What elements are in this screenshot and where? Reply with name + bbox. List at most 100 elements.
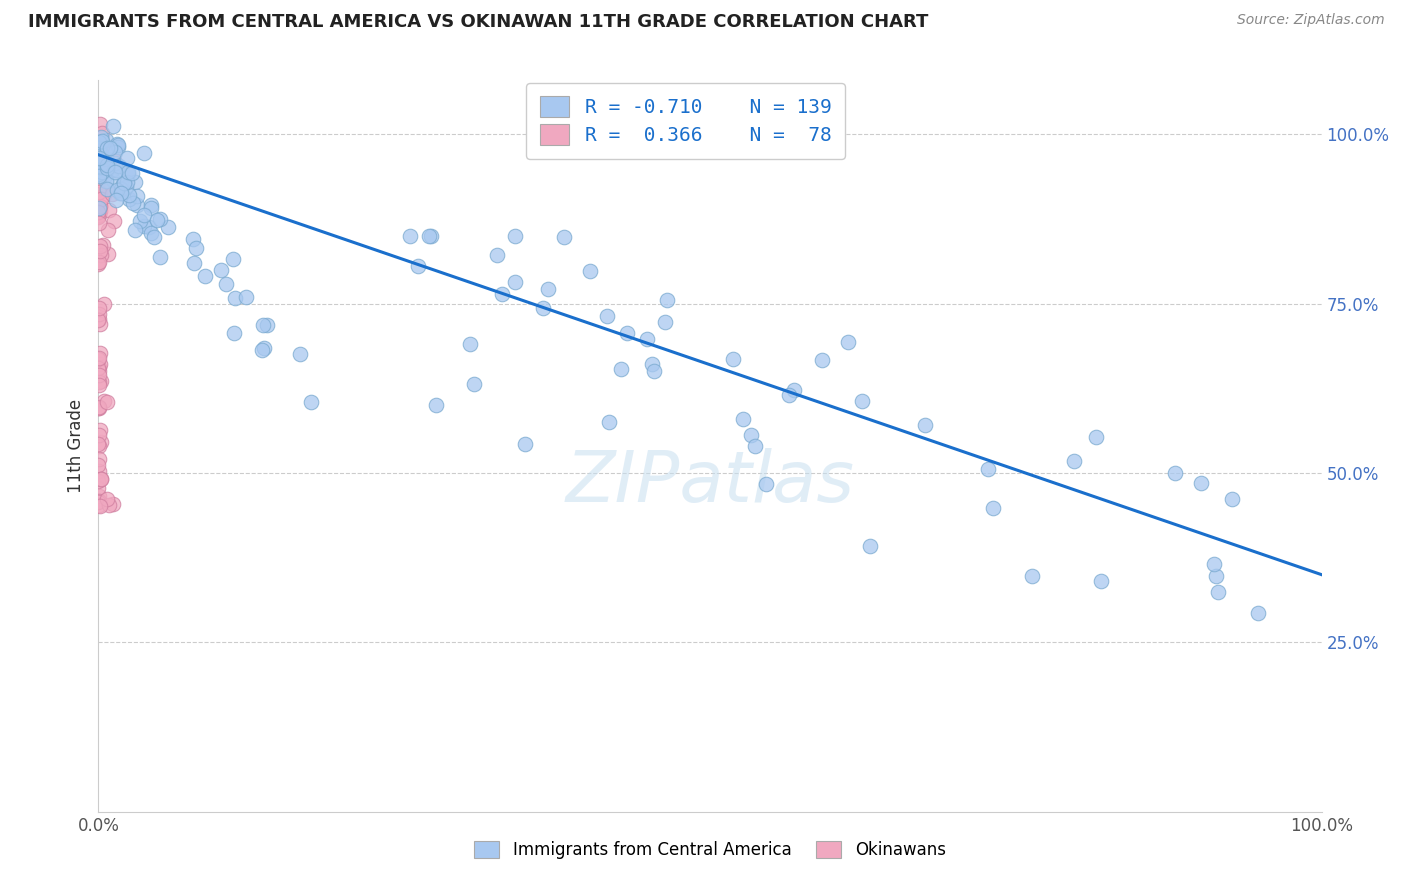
Point bbox=[1205, 569, 1227, 583]
Point bbox=[141, 201, 163, 215]
Point bbox=[89, 208, 111, 222]
Point bbox=[98, 141, 121, 155]
Point bbox=[744, 439, 766, 453]
Point bbox=[87, 493, 110, 508]
Point bbox=[87, 458, 110, 472]
Point bbox=[425, 398, 447, 412]
Point bbox=[139, 226, 162, 240]
Point bbox=[87, 172, 110, 186]
Point bbox=[108, 159, 131, 173]
Point bbox=[513, 437, 536, 451]
Point bbox=[90, 130, 112, 145]
Point bbox=[531, 301, 554, 315]
Point bbox=[184, 241, 207, 255]
Point bbox=[87, 313, 110, 327]
Point bbox=[87, 464, 110, 478]
Point bbox=[90, 248, 112, 262]
Point bbox=[96, 141, 118, 155]
Point bbox=[87, 439, 110, 453]
Point bbox=[87, 167, 110, 181]
Point bbox=[89, 161, 111, 175]
Point bbox=[96, 158, 118, 172]
Point bbox=[157, 219, 180, 234]
Point bbox=[87, 351, 110, 365]
Point bbox=[104, 145, 127, 159]
Point bbox=[537, 282, 560, 296]
Point bbox=[87, 437, 110, 451]
Point bbox=[89, 204, 111, 219]
Point bbox=[89, 169, 111, 183]
Point bbox=[87, 210, 110, 224]
Point bbox=[90, 192, 112, 206]
Point bbox=[288, 347, 311, 361]
Point bbox=[93, 297, 115, 311]
Point bbox=[98, 203, 121, 218]
Point bbox=[87, 378, 110, 392]
Point bbox=[90, 151, 112, 165]
Point bbox=[301, 394, 323, 409]
Point bbox=[96, 161, 118, 176]
Point bbox=[89, 346, 111, 360]
Point bbox=[194, 269, 217, 284]
Point bbox=[93, 188, 115, 202]
Point bbox=[110, 181, 132, 195]
Point bbox=[87, 257, 110, 271]
Point bbox=[976, 462, 998, 476]
Point bbox=[87, 498, 110, 512]
Point bbox=[90, 164, 112, 178]
Point bbox=[87, 255, 110, 269]
Point bbox=[97, 223, 120, 237]
Point bbox=[851, 393, 873, 408]
Text: Source: ZipAtlas.com: Source: ZipAtlas.com bbox=[1237, 13, 1385, 28]
Point bbox=[1206, 585, 1229, 599]
Point bbox=[122, 196, 145, 211]
Point bbox=[89, 144, 111, 158]
Point bbox=[90, 165, 112, 179]
Point bbox=[89, 117, 111, 131]
Point bbox=[107, 139, 129, 153]
Point bbox=[87, 359, 110, 374]
Point bbox=[224, 291, 246, 305]
Point bbox=[89, 216, 111, 230]
Point bbox=[87, 451, 110, 466]
Point bbox=[97, 247, 120, 261]
Point bbox=[127, 198, 149, 212]
Point bbox=[87, 148, 110, 162]
Point bbox=[643, 363, 665, 377]
Point bbox=[740, 428, 762, 442]
Point bbox=[101, 187, 124, 202]
Point bbox=[142, 230, 165, 244]
Point bbox=[595, 309, 617, 323]
Point bbox=[89, 198, 111, 212]
Point bbox=[87, 202, 110, 216]
Point bbox=[209, 263, 232, 277]
Point bbox=[121, 166, 143, 180]
Point bbox=[87, 135, 110, 149]
Point bbox=[553, 230, 575, 244]
Point bbox=[1084, 430, 1107, 444]
Point bbox=[107, 137, 129, 152]
Point bbox=[87, 254, 110, 268]
Point bbox=[124, 223, 146, 237]
Point bbox=[87, 364, 110, 378]
Point bbox=[256, 318, 278, 332]
Point bbox=[93, 155, 115, 169]
Point bbox=[87, 141, 110, 155]
Point bbox=[128, 214, 150, 228]
Point bbox=[111, 177, 134, 191]
Point bbox=[252, 318, 274, 333]
Point bbox=[579, 263, 602, 277]
Point bbox=[1204, 557, 1226, 571]
Point bbox=[616, 326, 638, 340]
Text: ZIPatlas: ZIPatlas bbox=[565, 448, 855, 517]
Point bbox=[1246, 606, 1268, 620]
Point bbox=[93, 152, 115, 166]
Point bbox=[87, 368, 110, 382]
Point bbox=[491, 286, 513, 301]
Point bbox=[837, 335, 859, 350]
Point bbox=[90, 434, 112, 449]
Point bbox=[87, 475, 110, 489]
Text: IMMIGRANTS FROM CENTRAL AMERICA VS OKINAWAN 11TH GRADE CORRELATION CHART: IMMIGRANTS FROM CENTRAL AMERICA VS OKINA… bbox=[28, 13, 928, 31]
Point bbox=[93, 393, 115, 408]
Point bbox=[87, 204, 110, 219]
